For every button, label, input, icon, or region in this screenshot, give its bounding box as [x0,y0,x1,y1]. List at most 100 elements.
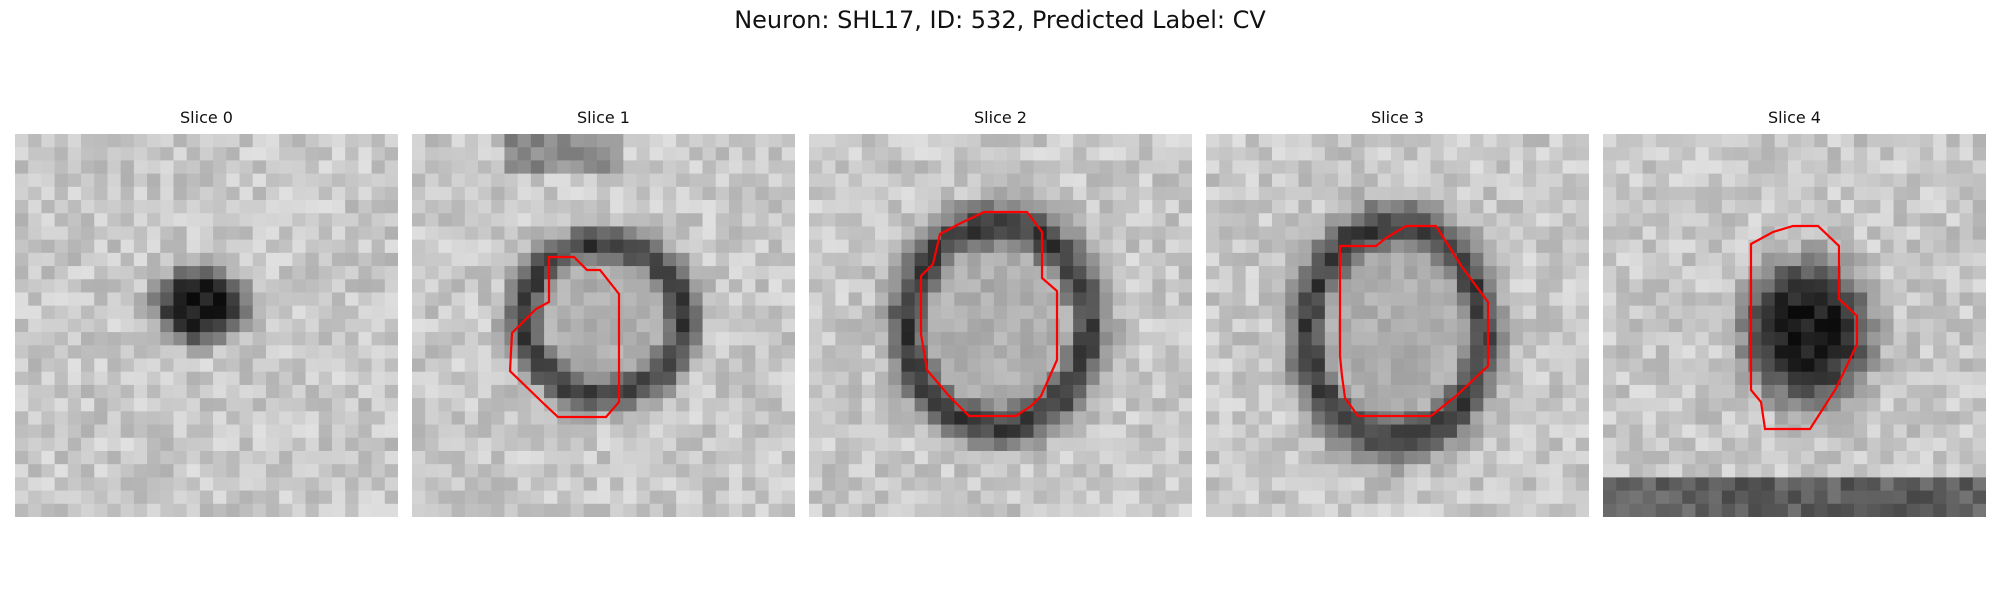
pixel [676,424,690,439]
pixel [728,134,743,148]
pixel [728,477,743,492]
pixel [993,345,1008,360]
pixel [1046,252,1061,267]
pixel [292,239,307,254]
pixel [28,160,43,175]
pixel [1801,226,1815,241]
pixel [412,490,426,505]
pixel [1867,398,1881,412]
pixel [1046,186,1061,201]
pixel [649,226,664,241]
pixel [583,371,598,386]
pixel [491,384,506,399]
pixel [1522,266,1537,280]
pixel [861,173,876,188]
pixel [1338,305,1352,320]
pixel [1099,186,1114,201]
pixel [252,398,267,412]
pixel [1285,424,1300,439]
pixel [1285,411,1300,426]
pixel [1112,173,1127,188]
pixel [1219,173,1234,188]
pixel [835,503,850,517]
pixel [1232,305,1247,320]
pixel [1906,186,1921,201]
pixel [1880,200,1895,214]
pixel [1285,464,1300,478]
pixel [1456,226,1471,241]
pixel [544,134,558,148]
pixel [1020,424,1035,439]
pixel [1496,477,1511,492]
pixel [1708,213,1723,228]
pixel [1338,173,1352,188]
pixel [993,424,1008,439]
pixel [451,173,466,188]
pixel [1417,266,1432,280]
pixel [345,279,359,294]
pixel [1020,371,1035,386]
pixel [1086,332,1101,346]
pixel [954,305,969,320]
pixel [226,226,241,241]
pixel [1206,186,1220,201]
pixel [15,200,29,214]
pixel [1642,345,1657,360]
pixel [1603,305,1617,320]
pixel [1761,384,1776,399]
pixel [1338,332,1352,346]
pixel [345,424,359,439]
pixel [81,266,95,280]
pixel [133,503,148,517]
pixel [1046,147,1061,162]
pixel [1669,239,1683,254]
pixel [1112,371,1127,386]
pixel [980,279,995,294]
pixel [1165,318,1180,333]
pixel [1655,318,1670,333]
pixel [1417,371,1432,386]
pixel [384,490,398,505]
pixel [1522,186,1537,201]
pixel [1933,318,1947,333]
pixel [848,200,863,214]
pixel [1774,134,1789,148]
pixel [1629,384,1644,399]
pixel [1509,503,1524,517]
pixel [835,147,850,162]
pixel [147,398,161,412]
pixel [544,173,558,188]
pixel [610,503,624,517]
pixel [623,490,638,505]
pixel [875,332,889,346]
pixel [213,437,227,452]
pixel [54,345,69,360]
pixel [1232,437,1247,452]
pixel [1206,345,1220,360]
pixel [1298,147,1313,162]
pixel [1919,464,1934,478]
pixel [1496,411,1511,426]
pixel [1522,213,1537,228]
pixel [1522,384,1537,399]
pixel [1020,490,1035,505]
pixel [1919,345,1934,360]
pixel [1324,305,1339,320]
pixel [941,371,955,386]
pixel [835,160,850,175]
pixel [875,503,889,517]
pixel [186,266,201,280]
pixel [305,292,320,307]
pixel [768,411,783,426]
pixel [1972,371,1986,386]
pixel [1509,134,1524,148]
pixel [530,252,545,267]
pixel [967,252,982,267]
pixel [1206,358,1220,373]
pixel [1616,503,1631,517]
pixel [1033,173,1048,188]
pixel [292,477,307,492]
pixel [1206,318,1220,333]
pixel [888,239,903,254]
pixel [1245,226,1260,241]
